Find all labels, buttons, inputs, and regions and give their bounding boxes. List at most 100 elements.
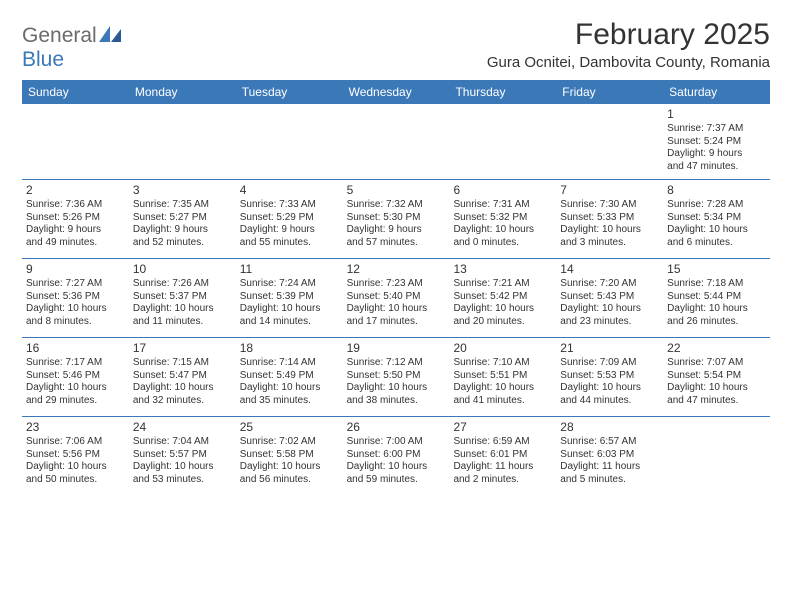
day-cell: 8Sunrise: 7:28 AMSunset: 5:34 PMDaylight… [663,180,770,258]
logo-word1: General [22,24,97,47]
sunrise-text: Sunrise: 7:23 AM [347,278,446,291]
daylight-text: Daylight: 10 hours [347,303,446,316]
sunrise-text: Sunrise: 7:17 AM [26,357,125,370]
day-cell: 18Sunrise: 7:14 AMSunset: 5:49 PMDayligh… [236,338,343,416]
daylight-text: Daylight: 9 hours [26,224,125,237]
month-title: February 2025 [487,18,770,52]
day-number: 7 [560,183,659,198]
sunrise-text: Sunrise: 7:24 AM [240,278,339,291]
sunrise-text: Sunrise: 7:26 AM [133,278,232,291]
logo-text: General Blue [22,24,121,72]
day-number: 11 [240,262,339,277]
daylight-text: Daylight: 10 hours [667,303,766,316]
week-row: 16Sunrise: 7:17 AMSunset: 5:46 PMDayligh… [22,338,770,417]
daylight-text: Daylight: 10 hours [560,382,659,395]
day-number: 12 [347,262,446,277]
day-number: 5 [347,183,446,198]
sunrise-text: Sunrise: 7:12 AM [347,357,446,370]
daylight-text: Daylight: 9 hours [347,224,446,237]
daylight-text: and 57 minutes. [347,237,446,250]
sunset-text: Sunset: 5:43 PM [560,291,659,304]
daylight-text: Daylight: 10 hours [240,461,339,474]
day-cell: 23Sunrise: 7:06 AMSunset: 5:56 PMDayligh… [22,417,129,495]
day-cell: 3Sunrise: 7:35 AMSunset: 5:27 PMDaylight… [129,180,236,258]
day-number: 18 [240,341,339,356]
sunrise-text: Sunrise: 7:07 AM [667,357,766,370]
sunset-text: Sunset: 5:47 PM [133,370,232,383]
daylight-text: and 3 minutes. [560,237,659,250]
daylight-text: Daylight: 10 hours [347,461,446,474]
day-cell: 27Sunrise: 6:59 AMSunset: 6:01 PMDayligh… [449,417,556,495]
daylight-text: Daylight: 10 hours [347,382,446,395]
sunrise-text: Sunrise: 7:06 AM [26,436,125,449]
day-cell: 21Sunrise: 7:09 AMSunset: 5:53 PMDayligh… [556,338,663,416]
sunset-text: Sunset: 5:30 PM [347,212,446,225]
day-cell: 5Sunrise: 7:32 AMSunset: 5:30 PMDaylight… [343,180,450,258]
week-row: 1Sunrise: 7:37 AMSunset: 5:24 PMDaylight… [22,104,770,180]
day-number: 20 [453,341,552,356]
day-cell [663,417,770,495]
weekday-header: Thursday [449,80,556,104]
sunset-text: Sunset: 5:39 PM [240,291,339,304]
daylight-text: Daylight: 10 hours [453,303,552,316]
sunset-text: Sunset: 5:49 PM [240,370,339,383]
weeks-container: 1Sunrise: 7:37 AMSunset: 5:24 PMDaylight… [22,104,770,495]
day-number: 13 [453,262,552,277]
sunrise-text: Sunrise: 7:21 AM [453,278,552,291]
sunrise-text: Sunrise: 7:10 AM [453,357,552,370]
weekday-header: Friday [556,80,663,104]
day-cell: 1Sunrise: 7:37 AMSunset: 5:24 PMDaylight… [663,104,770,179]
daylight-text: and 59 minutes. [347,474,446,487]
daylight-text: Daylight: 10 hours [667,382,766,395]
logo-word2: Blue [22,48,64,71]
day-number: 25 [240,420,339,435]
sunset-text: Sunset: 5:37 PM [133,291,232,304]
daylight-text: and 44 minutes. [560,395,659,408]
daylight-text: and 8 minutes. [26,316,125,329]
daylight-text: Daylight: 10 hours [240,303,339,316]
daylight-text: and 52 minutes. [133,237,232,250]
day-cell: 26Sunrise: 7:00 AMSunset: 6:00 PMDayligh… [343,417,450,495]
day-number: 10 [133,262,232,277]
sunset-text: Sunset: 5:32 PM [453,212,552,225]
sunrise-text: Sunrise: 7:09 AM [560,357,659,370]
sunrise-text: Sunrise: 7:32 AM [347,199,446,212]
day-cell: 20Sunrise: 7:10 AMSunset: 5:51 PMDayligh… [449,338,556,416]
sunset-text: Sunset: 5:50 PM [347,370,446,383]
day-cell: 28Sunrise: 6:57 AMSunset: 6:03 PMDayligh… [556,417,663,495]
daylight-text: and 35 minutes. [240,395,339,408]
sunrise-text: Sunrise: 6:57 AM [560,436,659,449]
week-row: 2Sunrise: 7:36 AMSunset: 5:26 PMDaylight… [22,180,770,259]
day-number: 16 [26,341,125,356]
sunrise-text: Sunrise: 6:59 AM [453,436,552,449]
daylight-text: Daylight: 10 hours [133,303,232,316]
daylight-text: and 2 minutes. [453,474,552,487]
sunset-text: Sunset: 5:36 PM [26,291,125,304]
sunset-text: Sunset: 5:46 PM [26,370,125,383]
sunrise-text: Sunrise: 7:14 AM [240,357,339,370]
weekday-header: Sunday [22,80,129,104]
day-number: 1 [667,107,766,122]
daylight-text: Daylight: 10 hours [453,382,552,395]
daylight-text: Daylight: 9 hours [133,224,232,237]
sunset-text: Sunset: 5:24 PM [667,136,766,149]
daylight-text: and 29 minutes. [26,395,125,408]
day-cell [236,104,343,179]
sunset-text: Sunset: 5:42 PM [453,291,552,304]
day-number: 6 [453,183,552,198]
daylight-text: and 23 minutes. [560,316,659,329]
day-number: 4 [240,183,339,198]
daylight-text: and 26 minutes. [667,316,766,329]
daylight-text: Daylight: 11 hours [453,461,552,474]
daylight-text: and 56 minutes. [240,474,339,487]
daylight-text: Daylight: 10 hours [133,382,232,395]
daylight-text: Daylight: 10 hours [560,224,659,237]
daylight-text: Daylight: 10 hours [26,461,125,474]
day-cell [22,104,129,179]
sunset-text: Sunset: 5:33 PM [560,212,659,225]
daylight-text: Daylight: 9 hours [240,224,339,237]
daylight-text: and 5 minutes. [560,474,659,487]
weekday-header: Monday [129,80,236,104]
daylight-text: Daylight: 10 hours [26,382,125,395]
day-number: 27 [453,420,552,435]
